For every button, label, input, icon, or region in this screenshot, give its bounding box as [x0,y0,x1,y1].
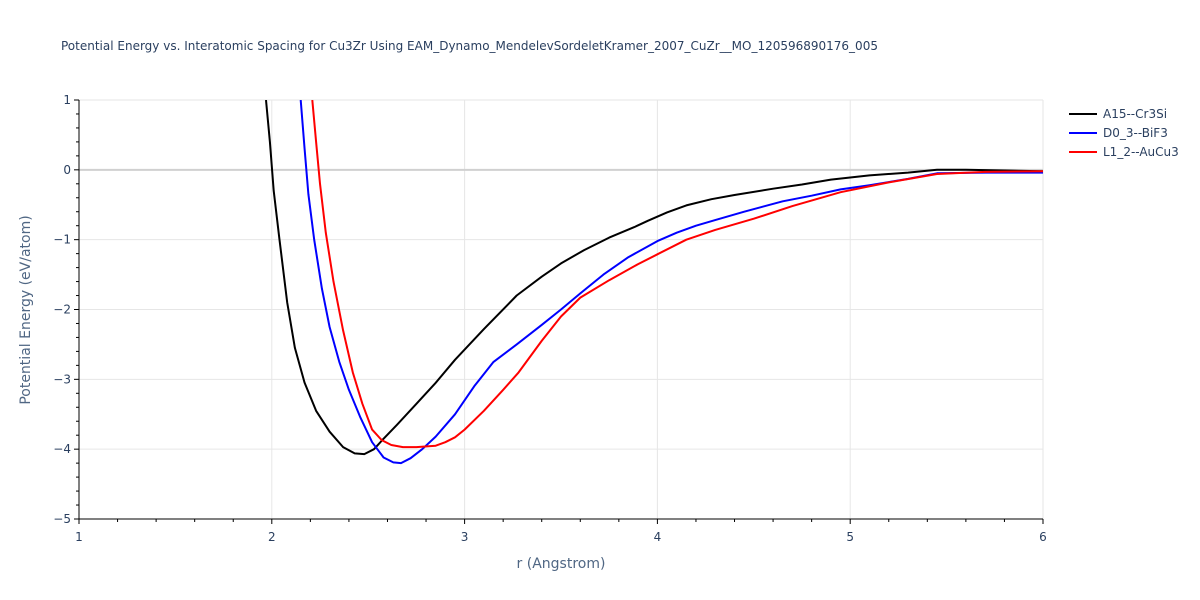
legend-item-d03[interactable]: D0_3--BiF3 [1069,126,1168,140]
y-tick-label: −4 [53,442,71,456]
x-tick-label: 3 [461,530,469,544]
trace-d03 [299,100,1043,465]
legend-label-a15: A15--Cr3Si [1103,107,1167,121]
x-axis-label: r (Angstrom) [517,556,606,572]
y-tick-label: −3 [53,372,71,386]
y-tick-label: −5 [53,512,71,526]
legend: A15--Cr3Si D0_3--BiF3 L1_2--AuCu3 [1069,107,1179,159]
y-tick-label: 1 [63,93,71,107]
legend-item-l12[interactable]: L1_2--AuCu3 [1069,145,1179,159]
x-tick-label: 2 [268,530,276,544]
y-tick-label: 0 [63,163,71,177]
trace-a15 [265,100,1043,456]
gridlines [79,99,1044,519]
y-axis-label: Potential Energy (eV/atom) [18,215,34,404]
x-tick-label: 1 [75,530,83,544]
x-tick-label: 6 [1039,530,1047,544]
x-tick-label: 4 [654,530,662,544]
legend-label-d03: D0_3--BiF3 [1103,126,1168,140]
x-axis-ticks: 1 2 3 4 5 6 [75,519,1047,544]
trace-l12 [311,100,1043,449]
y-axis-ticks: 1 0 −1 −2 −3 −4 −5 [53,93,79,526]
plot-traces [265,100,1043,465]
chart-title: Potential Energy vs. Interatomic Spacing… [61,39,878,53]
x-tick-label: 5 [846,530,854,544]
y-tick-label: −2 [53,303,71,317]
legend-label-l12: L1_2--AuCu3 [1103,145,1179,159]
legend-item-a15[interactable]: A15--Cr3Si [1069,107,1167,121]
y-tick-label: −1 [53,233,71,247]
